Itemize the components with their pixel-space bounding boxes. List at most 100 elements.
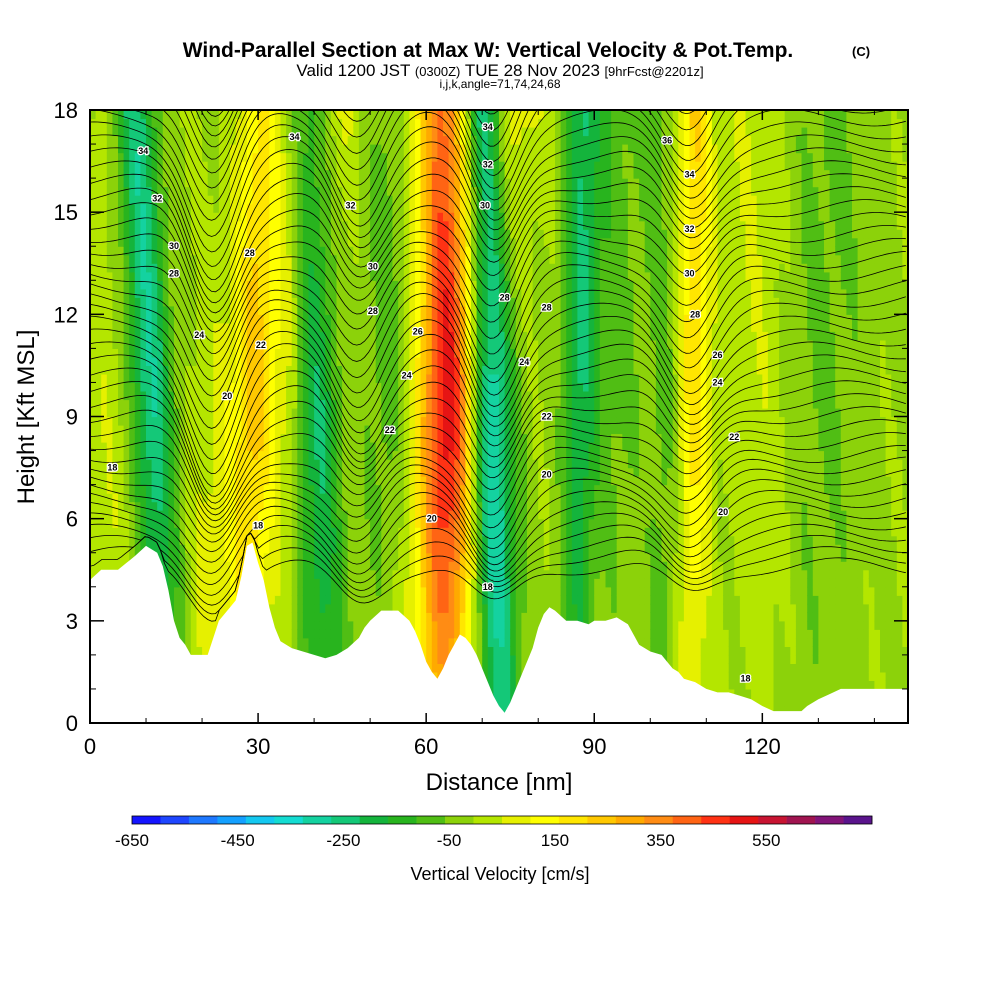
field-cell bbox=[246, 399, 254, 409]
field-cell bbox=[95, 254, 102, 264]
field-cell bbox=[291, 603, 298, 613]
field-cell bbox=[235, 425, 242, 435]
field-cell bbox=[224, 459, 231, 469]
field-cell bbox=[403, 552, 410, 562]
field-cell bbox=[459, 595, 466, 605]
field-cell bbox=[235, 518, 242, 528]
field-cell bbox=[471, 254, 478, 264]
field-cell bbox=[90, 373, 97, 383]
field-cell bbox=[258, 476, 265, 486]
field-cell bbox=[129, 450, 136, 460]
field-cell bbox=[443, 271, 450, 281]
field-cell bbox=[308, 254, 315, 264]
field-cell bbox=[213, 331, 220, 341]
field-cell bbox=[319, 620, 326, 630]
field-cell bbox=[146, 297, 153, 307]
field-cell bbox=[364, 382, 371, 392]
field-cell bbox=[314, 220, 321, 230]
field-cell bbox=[381, 127, 388, 137]
field-cell bbox=[224, 212, 231, 222]
field-cell bbox=[179, 510, 186, 520]
field-cell bbox=[286, 144, 293, 154]
field-cell bbox=[202, 118, 209, 128]
field-cell bbox=[174, 339, 181, 349]
field-cell bbox=[258, 356, 265, 366]
field-cell bbox=[151, 161, 158, 171]
field-cell bbox=[274, 322, 282, 332]
field-cell bbox=[196, 169, 203, 179]
field-cell bbox=[218, 246, 226, 256]
field-cell bbox=[403, 459, 410, 469]
field-cell bbox=[129, 331, 136, 341]
field-cell bbox=[286, 280, 293, 290]
field-cell bbox=[297, 408, 304, 418]
field-cell bbox=[398, 484, 405, 494]
field-cell bbox=[443, 237, 450, 247]
field-cell bbox=[370, 578, 377, 588]
field-cell bbox=[129, 552, 136, 562]
field-cell bbox=[269, 510, 276, 520]
field-cell bbox=[280, 152, 287, 162]
field-cell bbox=[235, 467, 242, 477]
field-cell bbox=[386, 127, 394, 137]
field-cell bbox=[398, 527, 405, 537]
field-cell bbox=[431, 144, 438, 154]
field-cell bbox=[129, 229, 136, 239]
field-cell bbox=[246, 220, 254, 230]
field-cell bbox=[319, 595, 326, 605]
field-cell bbox=[269, 467, 276, 477]
field-cell bbox=[213, 442, 220, 452]
field-cell bbox=[291, 365, 298, 375]
field-cell bbox=[140, 535, 147, 545]
field-cell bbox=[258, 450, 265, 460]
field-cell bbox=[174, 237, 181, 247]
field-cell bbox=[437, 663, 444, 673]
field-cell bbox=[302, 169, 310, 179]
field-cell bbox=[454, 450, 461, 460]
field-cell bbox=[370, 203, 377, 213]
field-cell bbox=[381, 297, 388, 307]
field-cell bbox=[286, 510, 293, 520]
field-cell bbox=[459, 442, 466, 452]
field-cell bbox=[146, 178, 153, 188]
field-cell bbox=[241, 552, 248, 562]
field-cell bbox=[179, 271, 186, 281]
field-cell bbox=[409, 382, 416, 392]
field-cell bbox=[398, 476, 405, 486]
field-cell bbox=[179, 322, 186, 332]
field-cell bbox=[386, 288, 394, 298]
field-cell bbox=[409, 212, 416, 222]
field-cell bbox=[325, 288, 332, 298]
field-cell bbox=[123, 467, 130, 477]
field-cell bbox=[246, 408, 254, 418]
field-cell bbox=[336, 578, 343, 588]
field-cell bbox=[190, 493, 197, 503]
field-cell bbox=[246, 365, 254, 375]
field-cell bbox=[140, 399, 147, 409]
field-cell bbox=[112, 220, 119, 230]
field-cell bbox=[319, 297, 326, 307]
field-cell bbox=[398, 586, 405, 596]
field-cell bbox=[280, 365, 287, 375]
field-cell bbox=[314, 297, 321, 307]
field-cell bbox=[347, 348, 354, 358]
field-cell bbox=[269, 382, 276, 392]
field-cell bbox=[129, 356, 136, 366]
field-cell bbox=[420, 229, 427, 239]
field-cell bbox=[465, 603, 472, 613]
field-cell bbox=[420, 212, 427, 222]
field-cell bbox=[336, 356, 343, 366]
field-cell bbox=[302, 322, 310, 332]
field-cell bbox=[123, 382, 130, 392]
field-cell bbox=[308, 518, 315, 528]
field-cell bbox=[168, 416, 175, 426]
field-cell bbox=[190, 501, 197, 511]
field-cell bbox=[106, 391, 113, 401]
field-cell bbox=[151, 391, 158, 401]
field-cell bbox=[325, 212, 332, 222]
field-cell bbox=[95, 510, 102, 520]
field-cell bbox=[151, 220, 158, 230]
field-cell bbox=[174, 527, 181, 537]
field-cell bbox=[358, 425, 366, 435]
field-cell bbox=[330, 322, 338, 332]
